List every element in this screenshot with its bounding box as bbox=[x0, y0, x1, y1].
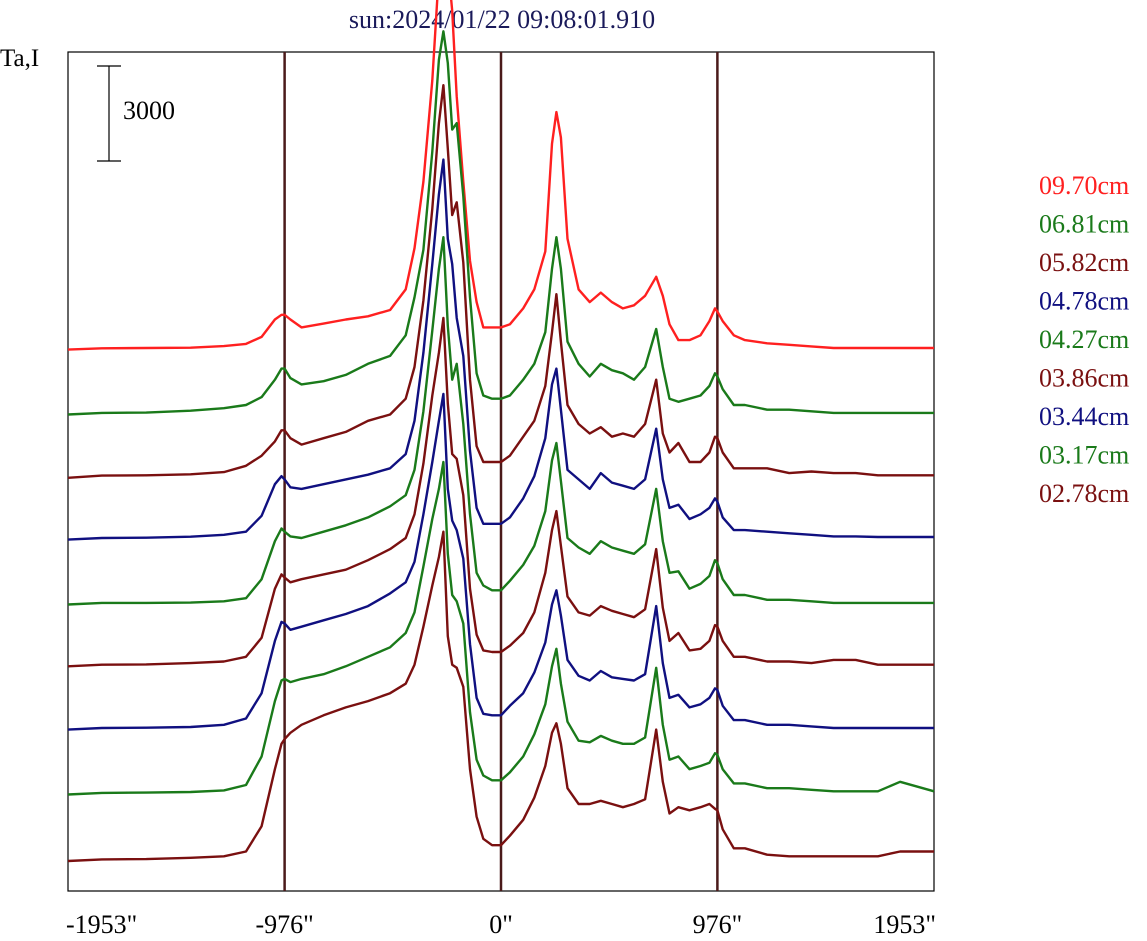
series-line-03.86cm bbox=[67, 316, 934, 668]
x-tick-labels: -1953" -976" 0" 976" 1953" bbox=[66, 910, 936, 939]
legend-item-09.70cm: 09.70cm bbox=[1039, 171, 1129, 200]
legend-item-03.86cm: 03.86cm bbox=[1039, 364, 1129, 393]
x-tick-label: -976" bbox=[255, 910, 313, 939]
legend-item-02.78cm: 02.78cm bbox=[1039, 479, 1129, 508]
series-line-02.78cm bbox=[67, 530, 934, 863]
y-axis-label: Ta,I bbox=[0, 45, 39, 72]
series-line-03.44cm bbox=[67, 392, 934, 731]
legend-item-03.44cm: 03.44cm bbox=[1039, 402, 1129, 431]
legend-item-04.78cm: 04.78cm bbox=[1039, 287, 1129, 316]
chart-title: sun:2024/01/22 09:08:01.910 bbox=[349, 5, 655, 34]
x-tick-label: 976" bbox=[693, 910, 743, 939]
legend-item-05.82cm: 05.82cm bbox=[1039, 248, 1129, 277]
series-layer bbox=[67, 0, 935, 863]
series-line-04.78cm bbox=[67, 158, 934, 541]
legend-item-06.81cm: 06.81cm bbox=[1039, 210, 1129, 239]
x-tick-label: -1953" bbox=[66, 910, 137, 939]
series-line-04.27cm bbox=[67, 235, 934, 606]
legend-item-04.27cm: 04.27cm bbox=[1039, 325, 1129, 354]
series-line-03.17cm bbox=[67, 460, 935, 796]
series-line-05.82cm bbox=[67, 83, 934, 479]
reference-lines bbox=[283, 52, 719, 891]
scale-bar: 3000 bbox=[97, 65, 175, 162]
legend-item-03.17cm: 03.17cm bbox=[1039, 441, 1129, 470]
scale-bar-label: 3000 bbox=[123, 96, 175, 125]
series-line-09.70cm bbox=[67, 0, 934, 351]
x-tick-label: 0" bbox=[489, 910, 513, 939]
legend: 09.70cm 06.81cm 05.82cm 04.78cm 04.27cm 03.86… bbox=[1039, 171, 1129, 508]
x-tick-label: 1953" bbox=[873, 910, 936, 939]
series-line-06.81cm bbox=[67, 30, 934, 416]
